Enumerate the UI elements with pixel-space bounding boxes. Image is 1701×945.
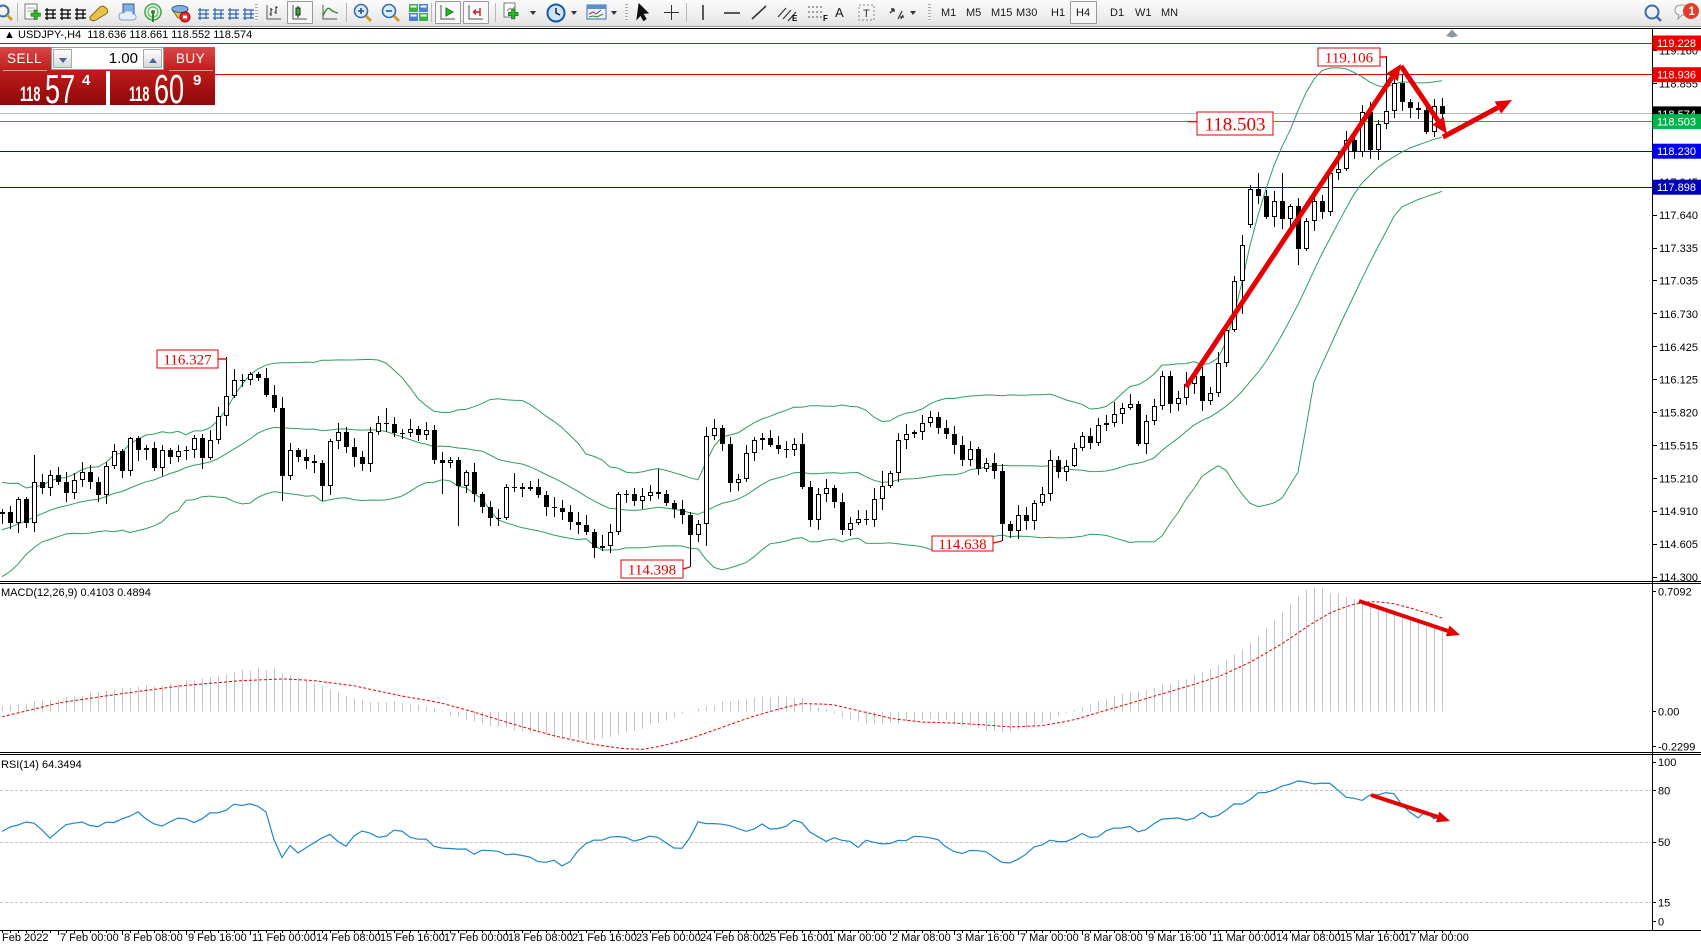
svg-text:25 Feb 16:00: 25 Feb 16:00 [764,932,829,944]
svg-text:0.7092: 0.7092 [1658,587,1692,599]
svg-text:117.898: 117.898 [1657,182,1696,194]
svg-text:114.910: 114.910 [1659,506,1698,518]
svg-text:80: 80 [1658,785,1670,797]
svg-text:15 Mar 16:00: 15 Mar 16:00 [1340,932,1405,944]
svg-text:21 Feb 16:00: 21 Feb 16:00 [572,932,637,944]
svg-text:119.228: 119.228 [1657,38,1696,50]
svg-text:Feb 2022: Feb 2022 [2,932,48,944]
svg-text:116.125: 116.125 [1659,374,1698,386]
svg-text:15: 15 [1658,897,1670,909]
svg-text:0: 0 [1658,917,1664,929]
svg-text:116.730: 116.730 [1659,309,1698,321]
svg-text:USDJPY-,H4 118.636 118.661 11: USDJPY-,H4 118.636 118.661 118.552 118.5… [18,29,252,41]
svg-text:8 Feb 08:00: 8 Feb 08:00 [124,932,183,944]
svg-text:17 Feb 00:00: 17 Feb 00:00 [444,932,509,944]
svg-text:114.605: 114.605 [1659,539,1698,551]
svg-text:7 Mar 00:00: 7 Mar 00:00 [1020,932,1079,944]
svg-text:114.638: 114.638 [938,537,986,553]
svg-text:MACD(12,26,9) 0.4103 0.4894: MACD(12,26,9) 0.4103 0.4894 [1,587,151,599]
svg-text:8 Mar 08:00: 8 Mar 08:00 [1084,932,1143,944]
svg-text:117.640: 117.640 [1659,210,1698,222]
svg-text:▲: ▲ [4,29,15,41]
svg-text:118.503: 118.503 [1204,114,1265,135]
svg-text:7 Feb 00:00: 7 Feb 00:00 [60,932,119,944]
svg-text:118.936: 118.936 [1657,70,1696,82]
svg-text:100: 100 [1658,757,1676,769]
svg-text:1: 1 [1689,6,1696,18]
svg-text:E: E [792,14,798,22]
svg-text:116.327: 116.327 [163,352,212,368]
svg-text:1 Mar 00:00: 1 Mar 00:00 [828,932,887,944]
svg-text:115.820: 115.820 [1659,407,1698,419]
svg-text:RSI(14) 64.3494: RSI(14) 64.3494 [1,759,82,771]
svg-text:117.335: 117.335 [1659,243,1698,255]
svg-text:116.425: 116.425 [1659,342,1698,354]
svg-text:24 Feb 08:00: 24 Feb 08:00 [700,932,765,944]
svg-text:117.035: 117.035 [1659,276,1698,288]
svg-text:F: F [823,14,828,22]
svg-text:114.300: 114.300 [1659,572,1698,584]
svg-text:119.106: 119.106 [1325,50,1374,66]
svg-text:-0.2299: -0.2299 [1658,742,1695,754]
svg-text:3 Mar 16:00: 3 Mar 16:00 [956,932,1015,944]
svg-text:118.503: 118.503 [1657,117,1696,129]
svg-text:18 Feb 08:00: 18 Feb 08:00 [508,932,573,944]
svg-text:118.230: 118.230 [1657,146,1696,158]
svg-text:14 Mar 08:00: 14 Mar 08:00 [1276,932,1341,944]
svg-text:115.515: 115.515 [1659,441,1698,453]
svg-text:23 Feb 00:00: 23 Feb 00:00 [636,932,701,944]
svg-text:115.210: 115.210 [1659,474,1698,486]
svg-text:50: 50 [1658,837,1670,849]
svg-text:2 Mar 08:00: 2 Mar 08:00 [892,932,951,944]
svg-text:15 Feb 16:00: 15 Feb 16:00 [380,932,445,944]
svg-text:114.398: 114.398 [628,562,676,578]
svg-text:9 Feb 16:00: 9 Feb 16:00 [188,932,247,944]
svg-text:11 Mar 00:00: 11 Mar 00:00 [1212,932,1276,944]
svg-text:0.00: 0.00 [1658,707,1679,719]
svg-text:17 Mar 00:00: 17 Mar 00:00 [1404,932,1469,944]
svg-text:9 Mar 16:00: 9 Mar 16:00 [1148,932,1207,944]
svg-text:11 Feb 00:00: 11 Feb 00:00 [252,932,316,944]
svg-text:T: T [863,8,870,20]
svg-text:14 Feb 08:00: 14 Feb 08:00 [316,932,381,944]
